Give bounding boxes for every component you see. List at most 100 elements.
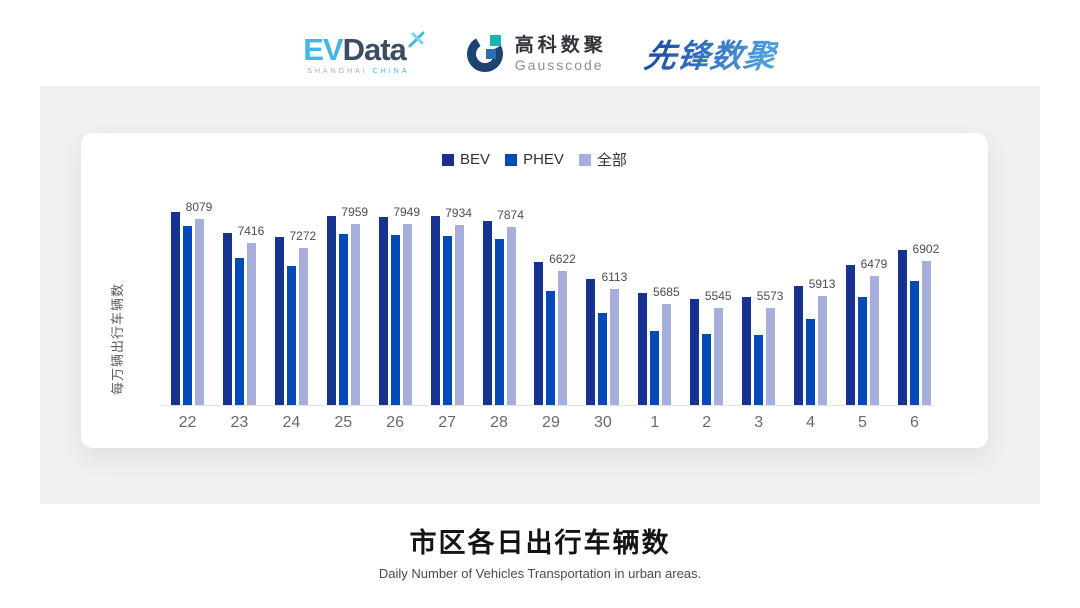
legend-swatch [578, 153, 591, 166]
bar-group-5: 6479 5 [845, 180, 887, 431]
bar-phev [546, 291, 556, 405]
bar-bev [690, 299, 700, 405]
bar-value-label: 5573 [756, 289, 784, 303]
evdata-logo-data: Data [342, 31, 407, 67]
bar-全部 [558, 271, 568, 405]
chart-card: BEV PHEV 全部 每万辆出行车辆数 8079 22 7416 23 7272 24 795… [81, 133, 988, 448]
gausscode-cn-label: 高科数聚 [514, 35, 607, 57]
bar-全部 [402, 224, 412, 405]
legend-item-全部[interactable]: 全部 [578, 149, 627, 170]
bar-bev [794, 286, 804, 405]
bar-value-label: 7272 [289, 229, 317, 243]
bar-全部 [662, 304, 672, 405]
bar-group-23: 7416 23 [222, 180, 264, 431]
evdata-logo-ev: EV [303, 31, 343, 67]
bar-group-29: 6622 29 [534, 180, 576, 431]
chart-panel: BEV PHEV 全部 每万辆出行车辆数 8079 22 7416 23 7272 24 795… [40, 86, 1040, 504]
x-tick-label: 6 [909, 414, 919, 431]
gausscode-en-label: Gausscode [514, 56, 604, 73]
x-tick-label: 24 [282, 414, 301, 431]
bar-group-26: 7949 26 [378, 180, 420, 431]
evdata-star-icon [408, 31, 425, 47]
x-tick-label: 1 [650, 414, 660, 431]
bar-group-25: 7959 25 [326, 180, 368, 431]
bar-bev [222, 233, 232, 405]
x-tick-label: 25 [334, 414, 353, 431]
bar-bev [274, 237, 284, 405]
bar-value-label: 5545 [704, 289, 732, 303]
chart-legend: BEV PHEV 全部 [81, 149, 988, 170]
chart-title: 市区各日出行车辆数 [409, 528, 671, 558]
bar-phev [806, 319, 816, 405]
bar-bev [378, 217, 388, 405]
bar-phev [442, 236, 452, 405]
x-tick-label: 5 [858, 414, 867, 431]
bar-phev [702, 334, 712, 405]
bar-全部 [818, 296, 828, 405]
bar-value-label: 8079 [185, 200, 213, 214]
bar-phev [234, 258, 244, 405]
bar-phev [650, 331, 660, 405]
bar-group-6: 6902 6 [897, 180, 939, 431]
legend-swatch [505, 153, 518, 166]
bar-phev [598, 313, 608, 405]
bar-bev [897, 250, 907, 405]
evdata-logo-subtext: SHANGHAI CHINA [307, 67, 410, 75]
bar-phev [183, 226, 192, 405]
footer: 市区各日出行车辆数 Daily Number of Vehicles Trans… [0, 521, 1080, 581]
bar-group-2: 5545 2 [690, 180, 732, 431]
bar-group-1: 5685 1 [638, 180, 680, 431]
bar-value-label: 5685 [652, 285, 680, 299]
bar-bev [845, 265, 855, 405]
bar-全部 [350, 224, 360, 405]
x-tick-label: 4 [806, 414, 816, 431]
bar-value-label: 7959 [341, 205, 369, 219]
legend-label: BEV [460, 151, 491, 168]
x-tick-label: 2 [702, 414, 712, 431]
bar-group-24: 7272 24 [274, 180, 316, 431]
x-tick-label: 26 [386, 414, 405, 431]
bar-bev [482, 221, 492, 405]
legend-item-phev[interactable]: PHEV [505, 151, 564, 168]
x-axis-line [162, 405, 934, 406]
bar-全部 [921, 261, 931, 405]
bar-value-label: 6622 [549, 252, 576, 266]
bar-phev [494, 239, 504, 405]
bar-value-label: 7934 [445, 206, 472, 220]
bar-bev [742, 297, 752, 405]
legend-swatch [442, 153, 455, 166]
bar-phev [390, 235, 400, 405]
bar-全部 [246, 243, 256, 405]
bar-value-label: 6479 [860, 257, 888, 271]
chart-subtitle: Daily Number of Vehicles Transportation … [378, 566, 702, 581]
bar-value-label: 5913 [808, 277, 836, 291]
bar-value-label: 7416 [237, 224, 265, 238]
header: EV Data SHANGHAI CHINA 高科数聚 Gausscode 先锋数… [0, 0, 1080, 86]
legend-item-bev[interactable]: BEV [442, 151, 490, 168]
bar-全部 [714, 308, 724, 405]
legend-label: 全部 [596, 152, 627, 169]
x-tick-label: 27 [438, 414, 456, 431]
bar-全部 [298, 248, 308, 405]
bar-bev [638, 293, 648, 405]
bar-group-3: 5573 3 [742, 180, 783, 431]
bar-phev [909, 281, 919, 405]
legend-label: PHEV [523, 151, 564, 168]
bar-phev [754, 335, 764, 405]
x-tick-label: 23 [230, 414, 249, 431]
bar-bev [534, 262, 544, 405]
bar-全部 [506, 227, 516, 405]
x-tick-label: 29 [542, 414, 560, 431]
bar-value-label: 6113 [601, 270, 628, 284]
bar-value-label: 7949 [393, 205, 421, 219]
bar-group-30: 6113 30 [586, 180, 627, 431]
plot-area: 8079 22 7416 23 7272 24 7959 25 7949 26 7934 27 7874… [162, 180, 939, 431]
x-tick-label: 3 [754, 414, 764, 431]
bar-bev [326, 216, 336, 405]
xianfeng-logo: 先锋数聚 [642, 31, 780, 77]
bar-bev [586, 279, 596, 405]
bar-group-27: 7934 27 [430, 180, 472, 431]
bar-全部 [195, 219, 204, 405]
evdata-logo: EV Data SHANGHAI CHINA [303, 31, 426, 75]
bar-phev [338, 234, 348, 405]
